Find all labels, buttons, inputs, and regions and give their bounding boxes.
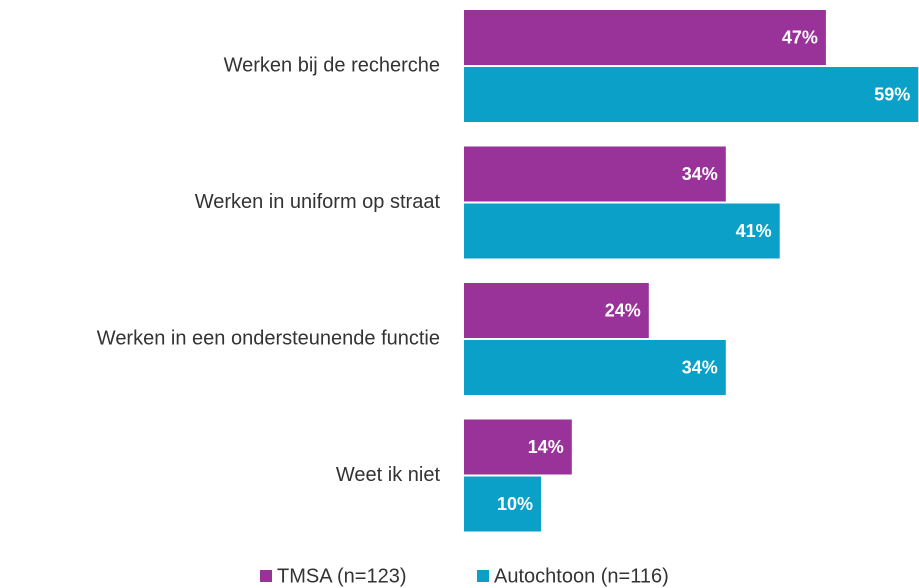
legend-swatch <box>260 570 272 582</box>
bar <box>464 340 726 395</box>
data-label: 14% <box>528 437 564 457</box>
legend-swatch <box>477 570 489 582</box>
bar <box>464 476 541 532</box>
category-label: Werken bij de recherche <box>224 54 440 76</box>
category-label: Werken in een ondersteunende functie <box>97 327 440 349</box>
bar <box>464 10 826 65</box>
data-label: 24% <box>605 300 641 320</box>
legend-label: Autochtoon (n=116) <box>494 565 669 587</box>
data-label: 34% <box>682 164 718 184</box>
data-label: 59% <box>874 84 910 104</box>
data-label: 10% <box>497 494 533 514</box>
bar <box>464 419 572 475</box>
data-label: 41% <box>736 221 772 241</box>
legend-label: TMSA (n=123) <box>277 565 407 587</box>
bar <box>464 283 649 338</box>
category-label: Werken in uniform op straat <box>195 191 441 213</box>
data-label: 47% <box>782 27 818 47</box>
bar <box>464 203 780 259</box>
bar <box>464 146 726 202</box>
data-label: 34% <box>682 357 718 377</box>
bar <box>464 67 919 122</box>
category-label: Weet ik niet <box>336 464 441 486</box>
